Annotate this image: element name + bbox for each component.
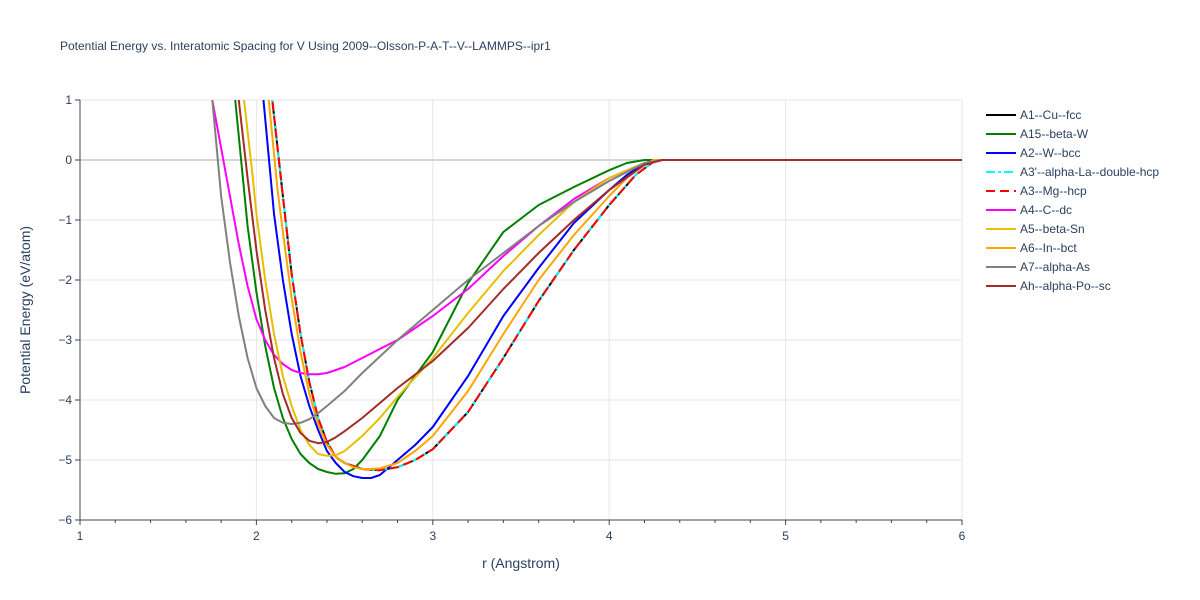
gridlines	[80, 99, 963, 520]
y-tick-label: −6	[58, 513, 72, 527]
legend-item-5[interactable]: A4--C--dc	[986, 203, 1072, 217]
y-tick-label: −5	[58, 453, 72, 467]
legend-item-1[interactable]: A15--beta-W	[986, 127, 1089, 141]
series-line-8	[211, 100, 962, 425]
y-axis-title: Potential Energy (eV/atom)	[17, 226, 33, 394]
y-tick-label: −4	[58, 393, 72, 407]
y-tick-label: 1	[65, 93, 72, 107]
axes: 1 2 3 4 5 6 1 0 −1 −2 −3 −4 −5 −6	[58, 93, 965, 543]
x-tick-label: 3	[429, 529, 436, 543]
chart-title: Potential Energy vs. Interatomic Spacing…	[60, 39, 551, 53]
x-axis-title: r (Angstrom)	[482, 555, 560, 571]
y-tick-label: −1	[58, 213, 72, 227]
legend-label: A6--In--bct	[1020, 241, 1077, 255]
legend-label: A5--beta-Sn	[1020, 222, 1085, 236]
legend-label: A3--Mg--hcp	[1020, 184, 1087, 198]
legend-label: A7--alpha-As	[1020, 260, 1090, 274]
series-line-7	[267, 100, 962, 470]
legend-label: A15--beta-W	[1020, 127, 1089, 141]
legend-label: A1--Cu--fcc	[1020, 108, 1081, 122]
x-tick-label: 6	[959, 529, 966, 543]
legend-item-9[interactable]: Ah--alpha-Po--sc	[986, 279, 1111, 293]
legend-item-2[interactable]: A2--W--bcc	[986, 146, 1080, 160]
plot-area	[211, 100, 962, 479]
legend-item-4[interactable]: A3--Mg--hcp	[986, 184, 1087, 198]
series-line-6	[243, 100, 962, 457]
y-tick-label: −3	[58, 333, 72, 347]
legend-item-8[interactable]: A7--alpha-As	[986, 260, 1090, 274]
legend-label: A4--C--dc	[1020, 203, 1072, 217]
legend-item-7[interactable]: A6--In--bct	[986, 241, 1077, 255]
legend-item-3[interactable]: A3'--alpha-La--double-hcp	[986, 165, 1159, 179]
x-tick-label: 5	[782, 529, 789, 543]
series-line-2	[262, 100, 962, 479]
legend-item-6[interactable]: A5--beta-Sn	[986, 222, 1085, 236]
x-tick-label: 2	[253, 529, 260, 543]
legend-label: Ah--alpha-Po--sc	[1020, 279, 1111, 293]
y-tick-label: −2	[58, 273, 72, 287]
x-tick-label: 1	[77, 529, 84, 543]
legend[interactable]: A1--Cu--fcc A15--beta-W A2--W--bcc A3'--alp…	[986, 108, 1159, 293]
legend-label: A3'--alpha-La--double-hcp	[1020, 165, 1159, 179]
series-line-1	[234, 100, 962, 475]
series-line-9	[237, 100, 962, 445]
legend-item-0[interactable]: A1--Cu--fcc	[986, 108, 1081, 122]
y-tick-label: 0	[65, 153, 72, 167]
x-tick-label: 4	[606, 529, 613, 543]
series-line-5	[211, 100, 962, 376]
legend-label: A2--W--bcc	[1020, 146, 1080, 160]
